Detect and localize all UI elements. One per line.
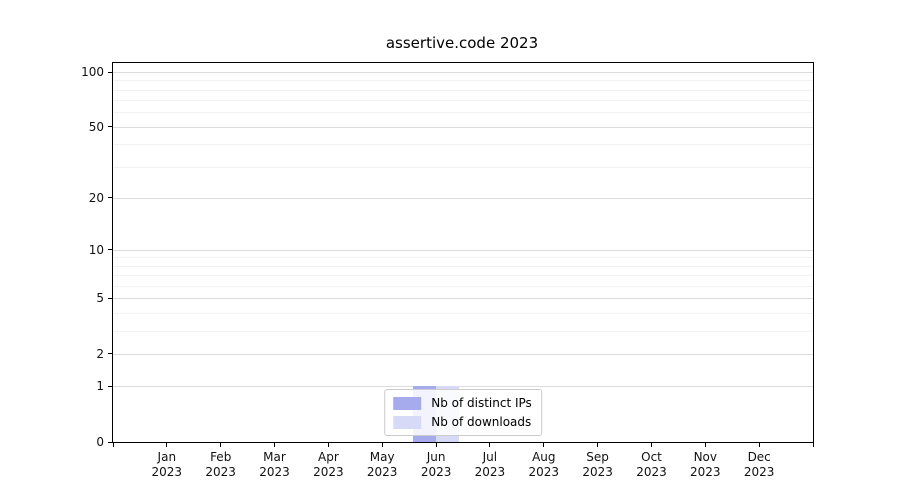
legend-label: Nb of downloads [431, 415, 532, 429]
x-tick-label: Aug 2023 [528, 450, 560, 479]
minor-gridline [113, 286, 813, 287]
legend-item-distinct-ips: Nb of distinct IPs [393, 395, 532, 411]
legend: Nb of distinct IPs Nb of downloads [384, 389, 542, 436]
minor-gridline [113, 100, 813, 102]
major-gridline [113, 249, 813, 251]
x-axis-tick [597, 443, 599, 447]
x-tick-label: Jun 2023 [420, 450, 452, 479]
x-axis-tick [758, 443, 760, 447]
x-axis-tick [327, 443, 329, 447]
y-axis-tick [108, 249, 113, 251]
y-tick-label: 5 [96, 291, 104, 306]
downloads-swatch-icon [393, 415, 422, 429]
y-tick-label: 0 [96, 435, 104, 449]
minor-gridline [113, 166, 813, 168]
x-axis-tick [704, 443, 706, 447]
x-tick-label: Mar 2023 [259, 450, 290, 479]
y-tick-label: 20 [88, 190, 104, 205]
minor-gridline [113, 89, 813, 91]
major-gridline [113, 197, 813, 199]
x-tick-label: Feb 2023 [205, 450, 236, 479]
y-axis-tick [108, 297, 113, 299]
legend-label: Nb of distinct IPs [431, 396, 532, 410]
minor-gridline [113, 313, 813, 314]
y-axis-tick [108, 441, 113, 443]
minor-gridline [113, 112, 813, 114]
x-tick-label: Sep 2023 [582, 450, 613, 479]
x-tick-label: Dec 2023 [743, 450, 775, 479]
major-gridline [113, 72, 813, 73]
y-axis-tick [108, 126, 113, 128]
y-axis-tick [108, 71, 113, 73]
major-gridline [113, 386, 813, 388]
x-axis-tick [112, 443, 114, 447]
x-axis-tick [381, 443, 383, 447]
x-tick-label: Nov 2023 [690, 450, 721, 479]
major-gridline [113, 353, 813, 355]
distinct-ips-swatch-icon [393, 396, 422, 410]
x-tick-label: Apr 2023 [313, 450, 344, 479]
x-axis-tick [543, 443, 545, 447]
minor-gridline [113, 330, 813, 332]
x-axis-tick [812, 443, 814, 447]
major-gridline [113, 126, 813, 128]
y-tick-label: 100 [81, 65, 104, 79]
y-tick-label: 1 [96, 379, 104, 394]
y-tick-label: 2 [96, 346, 104, 361]
chart-title: assertive.code 2023 [385, 34, 539, 52]
y-axis-tick [108, 385, 113, 387]
x-tick-label: Jan 2023 [151, 450, 183, 479]
y-tick-label: 50 [88, 119, 104, 134]
x-axis-tick [489, 443, 491, 447]
major-gridline [113, 298, 813, 300]
x-tick-label: Oct 2023 [636, 450, 667, 479]
minor-gridline [113, 144, 813, 146]
x-axis-tick [651, 443, 652, 447]
x-tick-label: May 2023 [366, 450, 398, 479]
x-axis-tick [220, 443, 222, 447]
x-axis-tick [274, 443, 275, 447]
x-axis-tick [166, 443, 168, 447]
x-axis-tick [435, 443, 437, 447]
y-axis-tick [108, 197, 113, 199]
minor-gridline [113, 80, 813, 82]
minor-gridline [113, 265, 813, 267]
minor-gridline [113, 275, 813, 277]
legend-item-downloads: Nb of downloads [393, 414, 532, 430]
plot-area: Nb of distinct IPs Nb of downloads 0 1 2 5 1… [81, 62, 814, 479]
y-tick-label: 10 [88, 242, 104, 257]
minor-gridline [113, 257, 813, 259]
y-axis-tick [108, 353, 113, 355]
x-tick-label: Jul 2023 [474, 450, 506, 479]
